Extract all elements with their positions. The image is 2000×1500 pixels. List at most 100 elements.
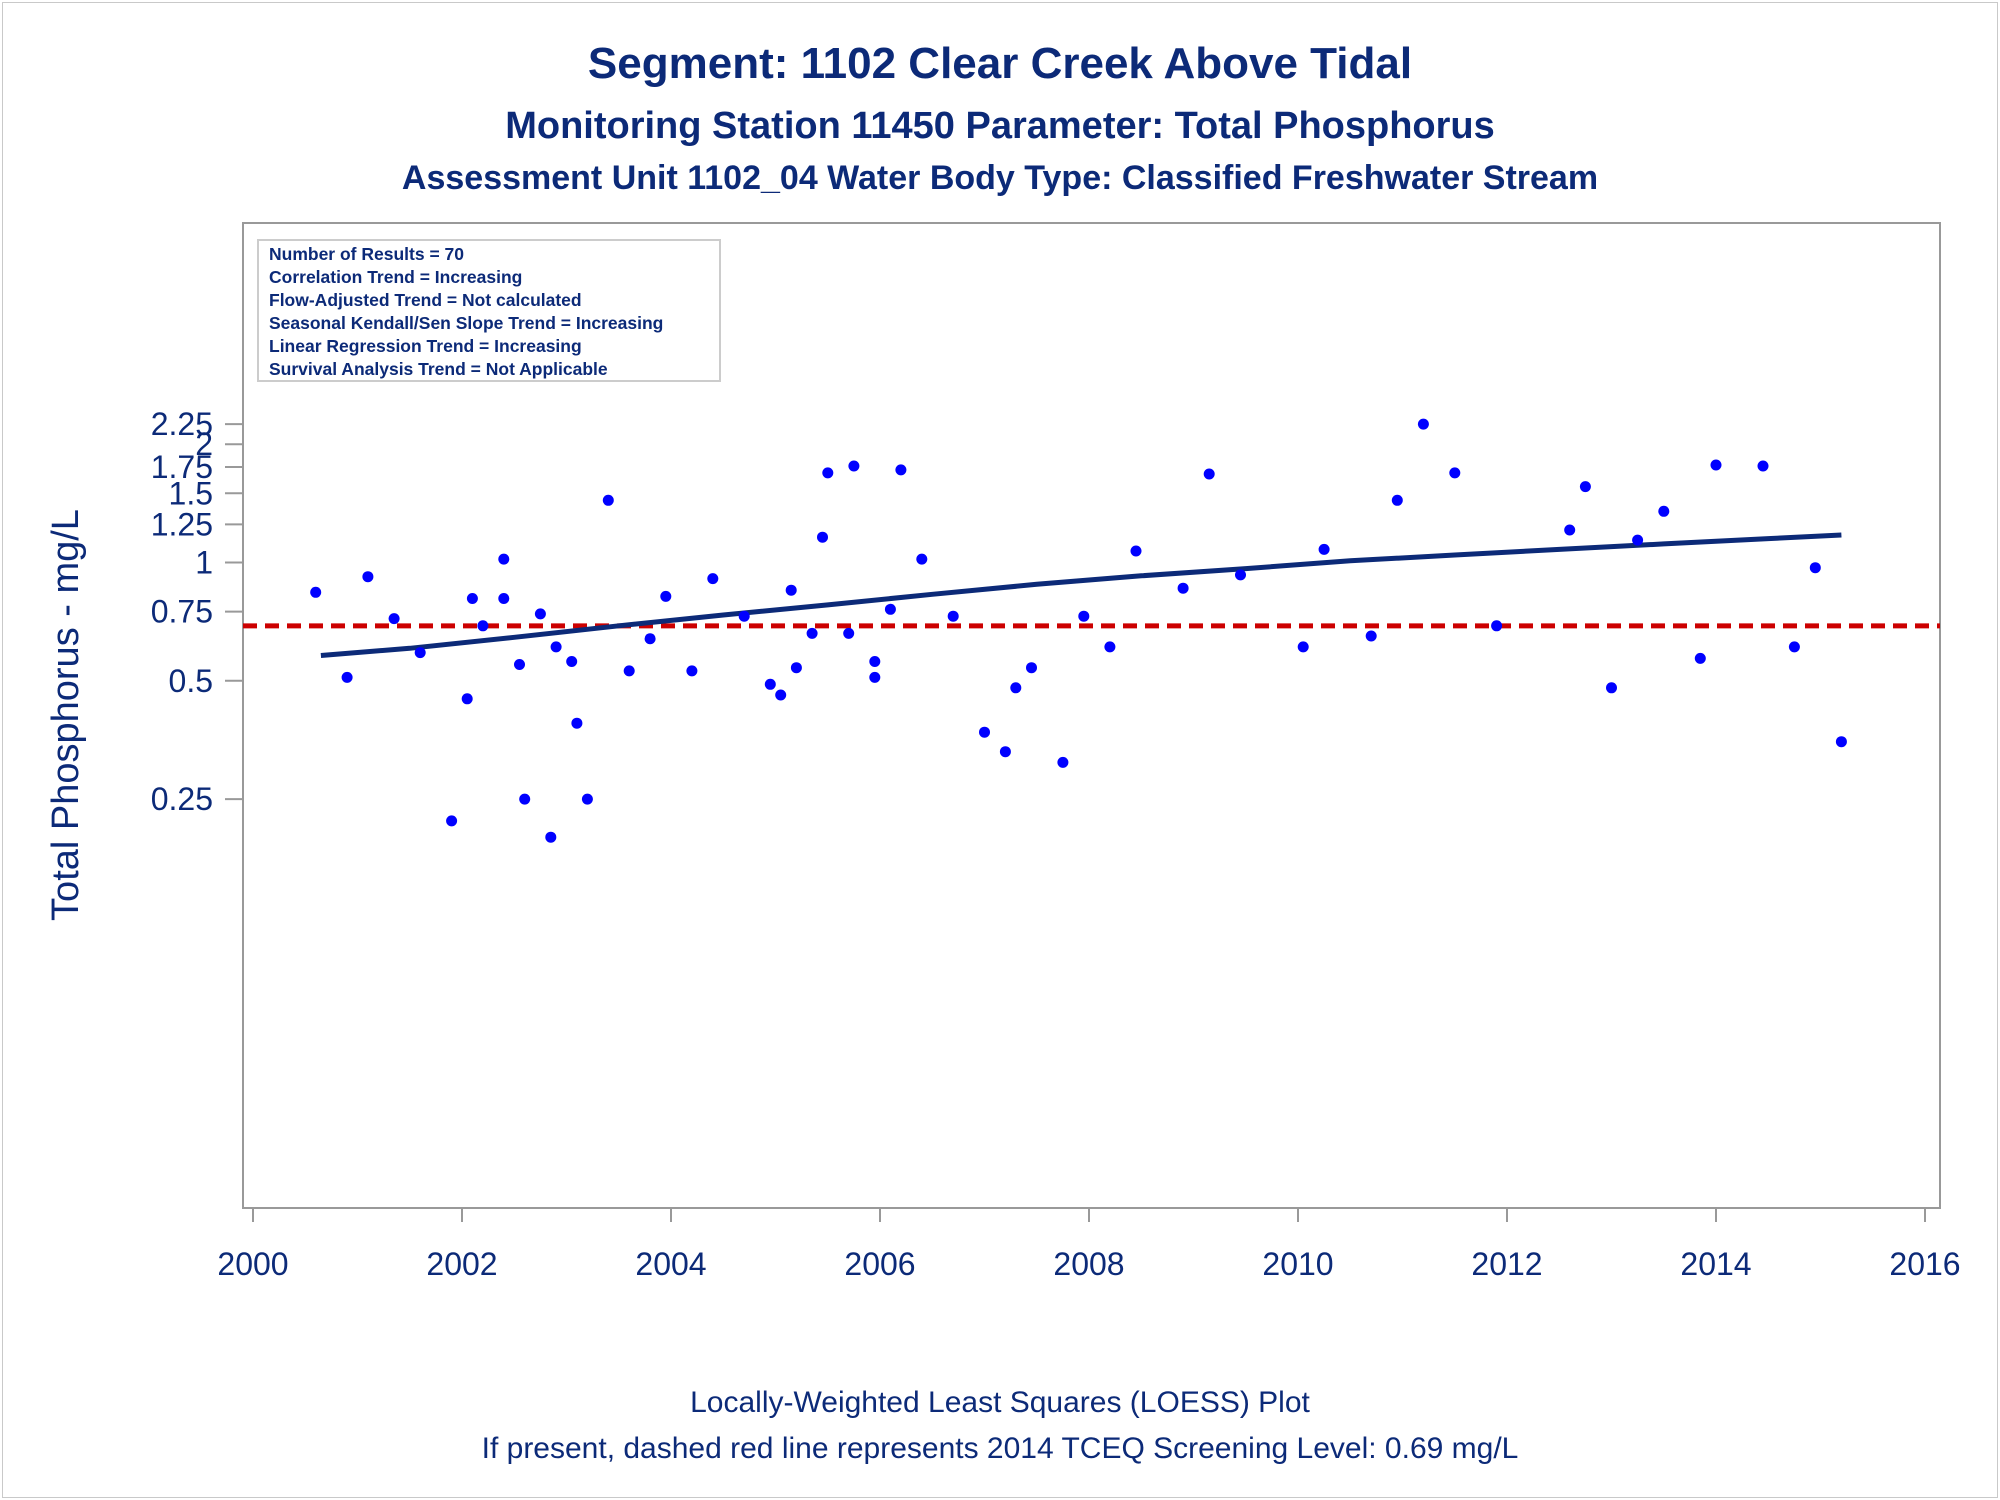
x-axis: 2000 2002 2004 2006 2008 2010 2012 2014 2016 — [217, 1208, 1961, 1282]
data-point — [869, 656, 881, 667]
data-point — [1809, 562, 1821, 574]
stats-line-survival: Survival Analysis Trend = Not Applicable — [269, 359, 608, 379]
data-point — [660, 590, 672, 602]
data-point — [1449, 467, 1461, 479]
data-point — [1710, 459, 1722, 471]
y-tick-label: 2.25 — [151, 406, 213, 442]
data-point — [514, 659, 525, 670]
data-point — [644, 633, 656, 645]
x-tick-label: 2014 — [1680, 1246, 1751, 1282]
data-point — [1835, 736, 1847, 748]
data-point — [843, 627, 855, 639]
data-point — [707, 573, 719, 585]
chart-subtitle-2: Assessment Unit 1102_04 Water Body Type:… — [402, 159, 1598, 197]
data-point — [461, 693, 473, 705]
data-point — [362, 571, 374, 583]
y-tick-label: 0.25 — [151, 781, 213, 817]
data-point — [790, 662, 802, 674]
footnote-screening: If present, dashed red line represents 2… — [482, 1432, 1519, 1465]
data-point — [1694, 652, 1706, 664]
stats-line-flow-adjusted: Flow-Adjusted Trend = Not calculated — [269, 290, 582, 310]
data-point — [1417, 418, 1429, 430]
x-tick-label: 2000 — [217, 1246, 288, 1282]
data-point — [884, 603, 896, 615]
data-point — [1391, 494, 1403, 506]
data-point — [1235, 569, 1246, 581]
data-point — [414, 647, 426, 659]
data-point — [1318, 543, 1330, 555]
data-point — [388, 613, 400, 625]
data-point — [817, 531, 828, 543]
data-point — [1177, 582, 1189, 594]
data-point — [1130, 545, 1142, 557]
x-tick-label: 2016 — [1889, 1246, 1960, 1282]
x-tick-label: 2002 — [426, 1246, 497, 1282]
stats-line-seasonal-kendall: Seasonal Kendall/Sen Slope Trend = Incre… — [269, 313, 663, 333]
x-tick-label: 2008 — [1053, 1246, 1124, 1282]
data-point — [571, 717, 583, 729]
data-point — [785, 584, 797, 596]
x-tick-label: 2006 — [844, 1246, 915, 1282]
stats-line-linear-regression: Linear Regression Trend = Increasing — [269, 336, 582, 356]
stats-box-border — [257, 239, 721, 382]
data-point — [341, 671, 353, 683]
x-tick-label: 2004 — [635, 1246, 706, 1282]
data-point — [916, 553, 928, 565]
stats-box: Number of Results = 70 Correlation Trend… — [257, 239, 721, 382]
data-point — [498, 593, 510, 604]
data-point — [848, 460, 860, 472]
data-point — [1078, 610, 1090, 622]
data-point — [947, 610, 959, 622]
data-point — [566, 656, 578, 667]
data-point — [1632, 534, 1644, 546]
data-point — [822, 467, 834, 479]
data-point — [1788, 641, 1800, 653]
data-point — [1564, 524, 1576, 536]
stats-line-results: Number of Results = 70 — [269, 244, 464, 264]
x-tick-label: 2010 — [1262, 1246, 1333, 1282]
data-point — [581, 793, 593, 805]
y-tick-label: 0.75 — [151, 594, 213, 630]
y-tick-label: 1.5 — [169, 475, 213, 511]
y-tick-label: 2 — [195, 426, 213, 462]
data-point — [534, 608, 546, 620]
data-point — [1010, 682, 1022, 694]
data-point — [1104, 641, 1116, 653]
data-point — [1491, 620, 1503, 632]
data-point — [519, 793, 531, 805]
data-point — [1365, 630, 1377, 642]
stats-line-correlation: Correlation Trend = Increasing — [269, 267, 522, 287]
data-point — [1658, 505, 1670, 517]
data-point — [775, 689, 787, 701]
footnote-loess: Locally-Weighted Least Squares (LOESS) P… — [690, 1386, 1310, 1419]
data-point — [477, 620, 489, 632]
data-point — [895, 464, 907, 476]
data-point — [686, 665, 698, 677]
y-tick-label: 1 — [195, 545, 213, 581]
chart-subtitle: Monitoring Station 11450 Parameter: Tota… — [505, 105, 1495, 147]
data-point — [1057, 756, 1069, 768]
data-point — [1757, 460, 1769, 472]
data-point — [1579, 481, 1591, 493]
data-point — [498, 553, 510, 565]
data-point — [623, 665, 635, 677]
data-point — [1297, 641, 1309, 653]
y-axis-label: Total Phosphorus - mg/L — [45, 509, 87, 921]
data-point — [1026, 662, 1037, 674]
data-point — [869, 671, 881, 683]
data-point — [1203, 468, 1215, 480]
data-point — [764, 678, 776, 690]
data-point — [999, 746, 1011, 758]
data-point — [310, 586, 322, 598]
data-point — [446, 815, 458, 827]
x-tick-label: 2012 — [1471, 1246, 1542, 1282]
y-tick-label: 1.25 — [151, 506, 213, 542]
data-point — [602, 494, 614, 506]
y-tick-label: 1.75 — [151, 449, 213, 485]
y-tick-label: 0.5 — [169, 663, 213, 699]
data-point — [550, 641, 562, 653]
data-points — [310, 418, 1847, 843]
data-point — [738, 610, 750, 622]
